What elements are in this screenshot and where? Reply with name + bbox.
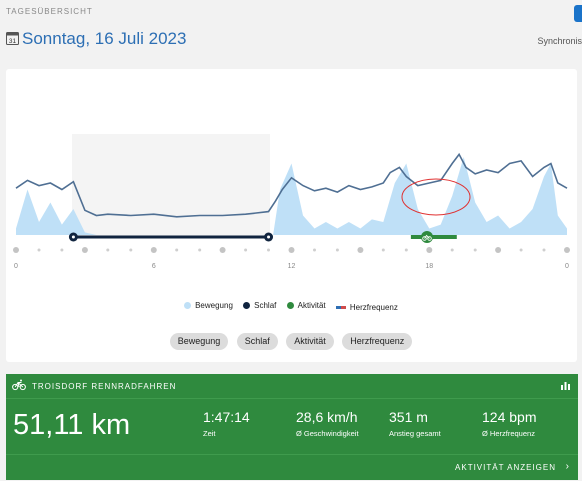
filter-bar: Bewegung Schlaf Aktivität Herzfrequenz (0, 331, 582, 350)
filter-movement-button[interactable]: Bewegung (169, 333, 229, 350)
chart-card: 0 6 12 18 0 (6, 69, 577, 362)
x-tick-label: 0 (14, 263, 18, 270)
hour-tick-dot (519, 248, 523, 252)
x-tick-label: 0 (565, 263, 569, 270)
hour-tick-dot (150, 247, 157, 253)
hour-tick-dot (426, 247, 433, 253)
x-tick-label: 6 (152, 263, 156, 270)
hour-tick-dot (267, 248, 270, 252)
hour-tick-dot (37, 248, 41, 252)
hour-tick-dot (175, 248, 179, 252)
calendar-icon: 31 (6, 32, 19, 45)
activity-title[interactable]: TROISDORF RENNRADFAHREN (32, 382, 177, 391)
hour-tick-dot (564, 247, 570, 253)
sleep-start-icon (68, 232, 78, 242)
heart-rate-line (15, 152, 568, 218)
stat-heart-rate: 124 bpm Ø Herzfrequenz (482, 409, 537, 438)
stat-time: 1:47:14 Zeit (203, 409, 250, 438)
hour-tick-dot (450, 248, 454, 252)
chevron-right-icon[interactable]: › (565, 461, 569, 472)
show-activity-link[interactable]: AKTIVITÄT ANZEIGEN (455, 463, 556, 472)
stat-ascent: 351 m Anstieg gesamt (389, 409, 441, 438)
legend-sleep[interactable]: Schlaf (243, 301, 276, 310)
hour-tick-dot (357, 247, 364, 253)
section-label: TAGESÜBERSICHT (6, 7, 93, 16)
legend-activity[interactable]: Aktivität (286, 301, 326, 310)
hour-tick-dot (13, 247, 19, 253)
stat-speed: 28,6 km/h Ø Geschwindigkeit (296, 409, 359, 438)
hour-tick-dot (244, 248, 248, 252)
hour-tick-dot (542, 248, 546, 252)
bar-chart-icon[interactable] (561, 381, 570, 390)
filter-sleep-button[interactable]: Schlaf (236, 333, 278, 350)
top-accent-button[interactable] (574, 5, 582, 22)
activity-footer: AKTIVITÄT ANZEIGEN › (6, 454, 578, 481)
chart-legend: Bewegung Schlaf Aktivität Herzfrequenz (0, 301, 582, 312)
filter-heart-rate-button[interactable]: Herzfrequenz (342, 333, 413, 350)
bike-icon (12, 379, 26, 391)
filter-activity-button[interactable]: Aktivität (286, 333, 334, 350)
page-title: Sonntag, 16 Juli 2023 (22, 29, 187, 48)
sync-label[interactable]: Synchronis (537, 36, 582, 46)
hour-tick-dot (495, 247, 502, 253)
hour-tick-dot (335, 248, 339, 252)
annotation-circle (401, 178, 471, 216)
legend-movement[interactable]: Bewegung (184, 301, 233, 310)
hour-tick-dot (219, 247, 226, 253)
hour-tick-dot (473, 248, 477, 252)
hour-tick-dot (60, 248, 64, 252)
x-tick-label: 12 (288, 263, 296, 270)
svg-text:31: 31 (9, 38, 17, 45)
activity-bike-icon (421, 231, 433, 243)
activity-card[interactable]: TROISDORF RENNRADFAHREN 51,11 km 1:47:14… (6, 374, 578, 480)
sleep-end-icon (264, 232, 274, 242)
day-chart: 0 6 12 18 0 (13, 134, 570, 270)
x-tick-label: 18 (425, 263, 433, 270)
hour-tick-dot (81, 247, 88, 253)
hour-tick-dot (313, 248, 316, 252)
hour-tick-dot (106, 248, 110, 252)
activity-dot-icon (286, 302, 294, 309)
sleep-dot-icon (243, 302, 251, 309)
activity-header: TROISDORF RENNRADFAHREN (6, 374, 578, 399)
hour-tick-dot (288, 247, 295, 253)
hour-tick-dot (381, 248, 385, 252)
heart-rate-line-icon (335, 306, 346, 309)
hour-tick-dot (129, 248, 133, 252)
hour-tick-dot (198, 248, 202, 252)
movement-area (16, 157, 567, 235)
hour-tick-dot (404, 248, 408, 252)
movement-dot-icon (184, 302, 192, 309)
legend-heart-rate[interactable]: Herzfrequenz (335, 303, 398, 312)
activity-distance: 51,11 km (13, 409, 131, 441)
sleep-shaded-area (72, 134, 270, 237)
